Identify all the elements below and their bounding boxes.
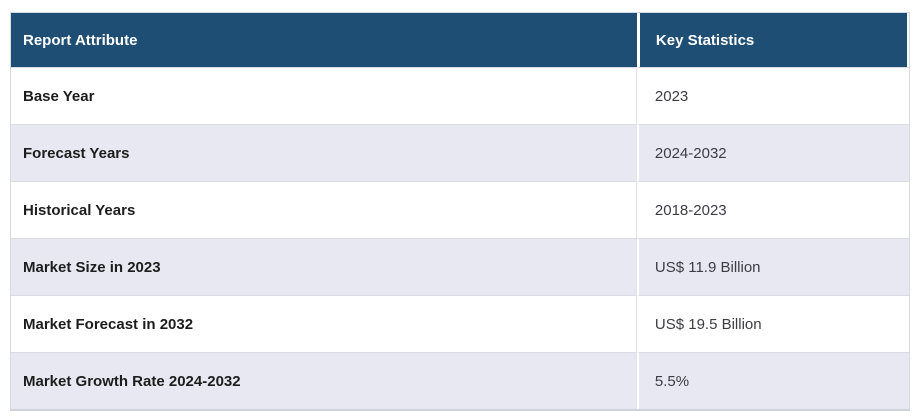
attribute-cell: Forecast Years [11, 124, 637, 181]
attribute-cell: Historical Years [11, 181, 637, 238]
value-cell: 2024-2032 [636, 124, 909, 181]
table-header-row: Report Attribute Key Statistics [11, 13, 909, 67]
report-summary-table: Report Attribute Key Statistics Base Yea… [10, 12, 910, 411]
value-cell: US$ 19.5 Billion [636, 295, 909, 352]
report-attributes-table: Report Attribute Key Statistics Base Yea… [11, 13, 909, 409]
value-cell: 2023 [636, 67, 909, 124]
value-cell: 2018-2023 [636, 181, 909, 238]
value-cell: 5.5% [636, 352, 909, 409]
table-row-historical-years: Historical Years 2018-2023 [11, 181, 909, 238]
attribute-cell: Base Year [11, 67, 637, 124]
table-row-market-size: Market Size in 2023 US$ 11.9 Billion [11, 238, 909, 295]
attribute-cell: Market Growth Rate 2024-2032 [11, 352, 637, 409]
attribute-cell: Market Forecast in 2032 [11, 295, 637, 352]
report-attribute-column-header: Report Attribute [11, 13, 637, 67]
table-row-growth-rate: Market Growth Rate 2024-2032 5.5% [11, 352, 909, 409]
value-cell: US$ 11.9 Billion [636, 238, 909, 295]
table-row-market-forecast: Market Forecast in 2032 US$ 19.5 Billion [11, 295, 909, 352]
table-row-base-year: Base Year 2023 [11, 67, 909, 124]
attribute-cell: Market Size in 2023 [11, 238, 637, 295]
key-statistics-column-header: Key Statistics [636, 13, 909, 67]
table-row-forecast-years: Forecast Years 2024-2032 [11, 124, 909, 181]
